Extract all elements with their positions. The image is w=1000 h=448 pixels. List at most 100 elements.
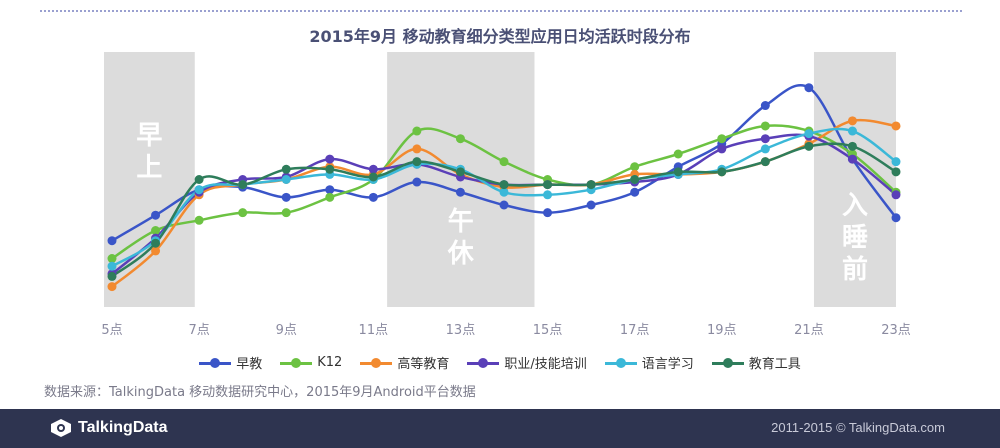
series-5-point-18 <box>891 167 901 177</box>
series-0-point-4 <box>281 192 291 202</box>
legend-swatch <box>360 357 393 368</box>
x-tick-label: 13点 <box>446 323 476 338</box>
series-1-point-14 <box>717 134 727 144</box>
series-0-point-1 <box>151 210 161 220</box>
x-tick-label: 17点 <box>620 323 650 338</box>
series-0-point-6 <box>368 192 378 202</box>
series-4-point-17 <box>847 126 857 136</box>
legend-label: 语言学习 <box>641 357 694 372</box>
legend-swatch <box>711 357 744 368</box>
series-0-point-9 <box>499 200 509 210</box>
x-tick-label: 9点 <box>276 323 297 338</box>
series-0-point-5 <box>325 185 335 195</box>
series-1-point-7 <box>412 126 422 136</box>
series-3-point-17 <box>847 154 857 164</box>
series-1-point-5 <box>325 192 335 202</box>
series-3-point-15 <box>760 134 770 144</box>
legend-swatch <box>604 357 637 368</box>
x-tick-label: 15点 <box>533 323 563 338</box>
series-4-point-15 <box>760 144 770 154</box>
series-3-point-5 <box>325 154 335 164</box>
series-4-point-9 <box>499 187 509 197</box>
legend-label: 早教 <box>236 357 263 372</box>
series-1-point-13 <box>673 149 683 159</box>
x-tick-label: 11点 <box>359 323 389 338</box>
series-2-point-1 <box>151 246 161 256</box>
legend-label: 高等教育 <box>397 357 450 372</box>
series-1-point-1 <box>151 226 161 235</box>
x-tick-label: 21点 <box>794 323 824 338</box>
series-5-point-0 <box>107 271 117 281</box>
legend-item-4: 语言学习 <box>604 353 694 372</box>
series-5-point-8 <box>455 167 465 177</box>
series-5-point-2 <box>194 175 204 184</box>
series-0-point-11 <box>586 200 596 210</box>
series-0-point-16 <box>804 83 814 93</box>
series-5-point-13 <box>673 167 683 177</box>
series-5-point-12 <box>630 175 640 184</box>
series-0-point-12 <box>630 187 640 197</box>
series-1-point-2 <box>194 215 204 225</box>
legend-swatch <box>467 357 500 368</box>
logo-mark-icon <box>51 419 71 437</box>
series-1-point-12 <box>630 162 640 172</box>
series-2-point-18 <box>891 121 901 131</box>
chart-title: 2015年9月 移动教育细分类型应用日均活跃时段分布 <box>309 27 691 46</box>
time-band-label-char: 上 <box>136 153 162 183</box>
legend-item-3: 职业/技能培训 <box>467 353 587 372</box>
x-tick-label: 7点 <box>188 323 209 338</box>
series-1-point-15 <box>760 121 770 131</box>
time-band-label-char: 睡 <box>842 223 868 253</box>
legend-swatch <box>199 357 232 368</box>
series-5-point-5 <box>325 164 335 174</box>
data-source-note: 数据来源：TalkingData 移动数据研究中心，2015年9月Android… <box>44 385 476 400</box>
series-0-point-7 <box>412 177 422 187</box>
series-3-point-18 <box>891 190 901 200</box>
series-4-point-18 <box>891 157 901 167</box>
series-3-point-14 <box>717 144 727 154</box>
series-1-point-4 <box>281 208 291 218</box>
series-4-point-4 <box>281 175 291 184</box>
legend-item-0: 早教 <box>199 353 262 372</box>
series-5-point-7 <box>412 157 422 167</box>
logo-text: TalkingData <box>78 419 168 436</box>
legend-label: 职业/技能培训 <box>504 357 587 372</box>
series-0-point-15 <box>760 101 770 111</box>
legend-item-1: K12 <box>280 353 342 372</box>
chart-legend: 早教 K12 高等教育 职业/技能培训 语言学习 教育工具 <box>0 353 1000 372</box>
series-0-point-10 <box>543 208 553 218</box>
legend-item-2: 高等教育 <box>360 353 449 372</box>
series-2-point-7 <box>412 144 422 154</box>
x-tick-label: 5点 <box>101 323 122 338</box>
copyright-text: 2011-2015 © TalkingData.com <box>771 420 945 435</box>
time-band-label-char: 休 <box>447 239 475 269</box>
series-5-point-10 <box>543 180 553 190</box>
series-0-point-0 <box>107 236 117 246</box>
legend-item-5: 教育工具 <box>711 353 801 372</box>
series-0-point-18 <box>891 213 901 223</box>
series-5-point-6 <box>368 172 378 182</box>
series-4-point-2 <box>194 185 204 195</box>
series-5-point-15 <box>760 157 770 167</box>
series-2-point-0 <box>107 282 117 292</box>
series-1-point-3 <box>238 208 248 218</box>
legend-swatch <box>280 357 313 368</box>
series-0-point-8 <box>455 187 465 197</box>
series-1-point-9 <box>499 157 509 167</box>
series-2-point-17 <box>847 116 857 126</box>
legend-label: 教育工具 <box>748 357 801 372</box>
x-tick-label: 23点 <box>881 323 911 338</box>
time-band-label-char: 午 <box>448 206 474 237</box>
series-1-point-8 <box>455 134 465 144</box>
series-5-point-17 <box>847 141 857 151</box>
time-band-label-char: 入 <box>842 191 868 221</box>
series-4-point-10 <box>543 190 553 200</box>
talkingdata-logo: TalkingData <box>50 418 168 438</box>
x-tick-label: 19点 <box>707 323 737 338</box>
series-5-point-1 <box>151 238 161 248</box>
footer-bar: TalkingData 2011-2015 © TalkingData.com <box>0 409 1000 448</box>
time-band-0 <box>104 52 195 307</box>
series-5-point-16 <box>804 141 814 151</box>
series-3-point-6 <box>368 164 378 174</box>
time-band-label-char: 前 <box>842 254 868 285</box>
